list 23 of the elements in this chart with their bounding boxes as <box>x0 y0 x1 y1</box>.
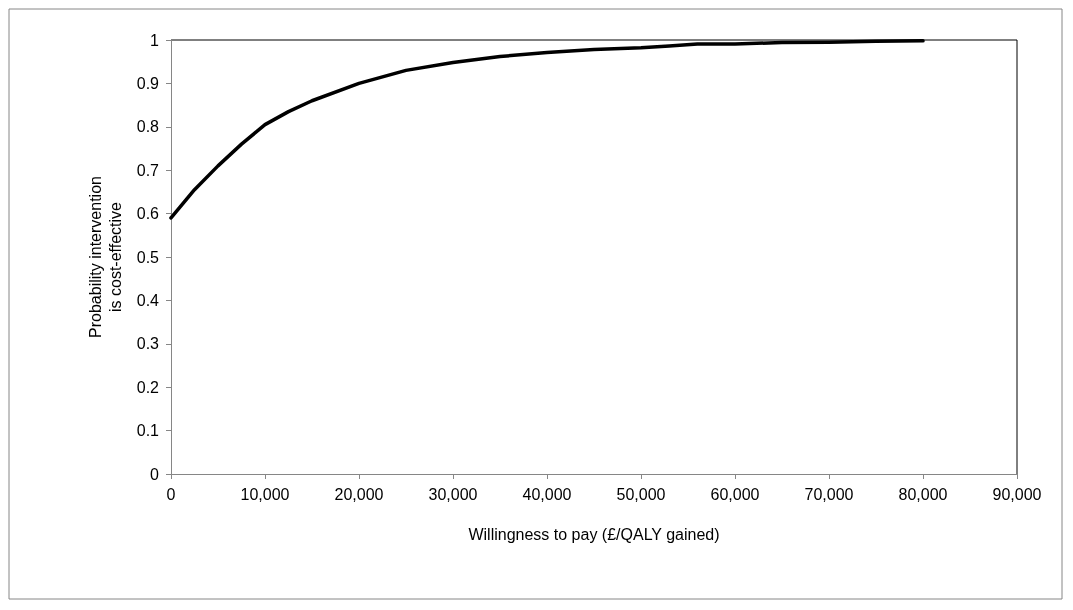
y-axis-title: Probability intervention is cost-effective <box>87 176 125 338</box>
x-tick-label: 50,000 <box>616 485 666 503</box>
x-tick-label: 0 <box>166 485 176 503</box>
x-tick-label: 10,000 <box>240 485 290 503</box>
x-tick-label: 40,000 <box>522 485 572 503</box>
y-tick-label: 0.3 <box>136 335 160 353</box>
y-tick-label: 1 <box>150 31 160 49</box>
x-tick-label: 80,000 <box>898 485 948 503</box>
x-tick-label: 60,000 <box>710 485 760 503</box>
x-tick-label: 90,000 <box>992 485 1042 503</box>
y-tick-label: 0.4 <box>136 291 160 309</box>
y-tick-label: 0.2 <box>136 378 160 396</box>
y-tick-label: 0.9 <box>136 74 160 92</box>
y-tick-label: 0.5 <box>136 248 160 266</box>
y-tick-label: 0.6 <box>136 205 160 223</box>
x-tick-label: 70,000 <box>804 485 854 503</box>
y-tick-label: 0 <box>150 465 160 483</box>
y-tick-label: 0.1 <box>136 422 160 440</box>
y-tick-label: 0.7 <box>136 161 160 179</box>
x-axis-title: Willingness to pay (£/QALY gained) <box>468 525 720 543</box>
y-tick-label: 0.8 <box>136 118 160 136</box>
x-tick-label: 20,000 <box>334 485 384 503</box>
x-tick-label: 30,000 <box>428 485 478 503</box>
